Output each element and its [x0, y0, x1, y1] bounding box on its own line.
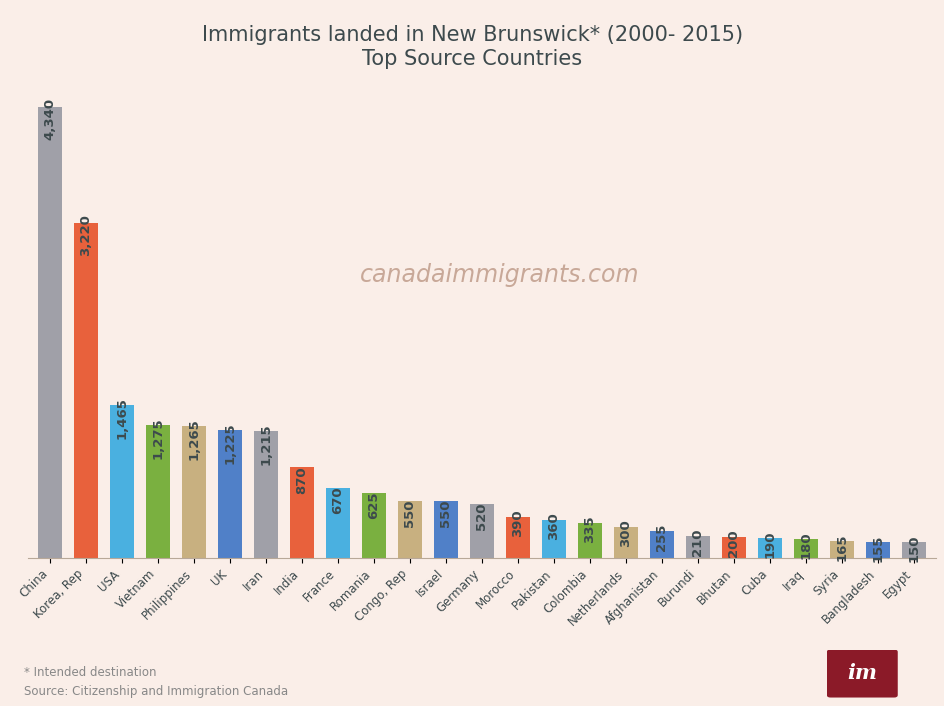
Bar	[362, 493, 386, 558]
Text: Top Source Countries: Top Source Countries	[362, 49, 582, 69]
Bar	[74, 223, 98, 558]
Text: 155: 155	[870, 534, 884, 561]
Text: 150: 150	[906, 534, 919, 562]
Bar	[290, 467, 313, 558]
Bar	[397, 501, 422, 558]
Text: 1,225: 1,225	[223, 422, 236, 464]
Text: 360: 360	[547, 513, 560, 540]
Text: 550: 550	[439, 499, 452, 527]
Bar	[577, 523, 601, 558]
Text: 870: 870	[295, 466, 308, 493]
Bar	[38, 107, 62, 558]
Bar	[649, 531, 673, 558]
Bar	[901, 542, 925, 558]
Text: 550: 550	[403, 499, 416, 527]
Bar	[613, 527, 637, 558]
Bar	[253, 431, 278, 558]
Text: 300: 300	[619, 519, 632, 546]
Bar	[757, 538, 782, 558]
Bar	[433, 501, 458, 558]
Text: 255: 255	[655, 524, 667, 551]
Bar	[145, 425, 170, 558]
Text: 190: 190	[763, 530, 776, 558]
Text: canadaimmigrants.com: canadaimmigrants.com	[360, 263, 639, 287]
Text: Immigrants landed in New Brunswick* (2000- 2015): Immigrants landed in New Brunswick* (200…	[202, 25, 742, 44]
Text: 1,275: 1,275	[151, 417, 164, 458]
Bar	[505, 517, 530, 558]
Text: 4,340: 4,340	[43, 98, 57, 140]
Bar	[829, 541, 853, 558]
Text: 390: 390	[511, 510, 524, 537]
Bar	[685, 536, 710, 558]
Text: 210: 210	[691, 528, 703, 556]
Text: Source: Citizenship and Immigration Canada: Source: Citizenship and Immigration Cana…	[24, 685, 287, 698]
Bar	[865, 542, 889, 558]
Bar	[326, 488, 350, 558]
Text: im: im	[847, 662, 876, 683]
Text: 3,220: 3,220	[79, 215, 93, 256]
FancyBboxPatch shape	[826, 650, 897, 698]
Text: 180: 180	[799, 532, 812, 559]
Text: 165: 165	[834, 533, 848, 561]
Text: 670: 670	[331, 486, 344, 515]
Text: * Intended destination: * Intended destination	[24, 666, 156, 679]
Text: 625: 625	[367, 491, 380, 519]
Text: 335: 335	[582, 515, 596, 543]
Text: 1,465: 1,465	[115, 397, 128, 439]
Text: 1,265: 1,265	[187, 418, 200, 460]
Bar	[469, 503, 494, 558]
Bar	[181, 426, 206, 558]
Bar	[721, 537, 746, 558]
Text: 200: 200	[727, 530, 740, 557]
Text: 520: 520	[475, 503, 488, 530]
Text: 1,215: 1,215	[260, 423, 272, 465]
Bar	[217, 431, 242, 558]
Bar	[541, 520, 565, 558]
Bar	[110, 405, 134, 558]
Bar	[793, 539, 818, 558]
